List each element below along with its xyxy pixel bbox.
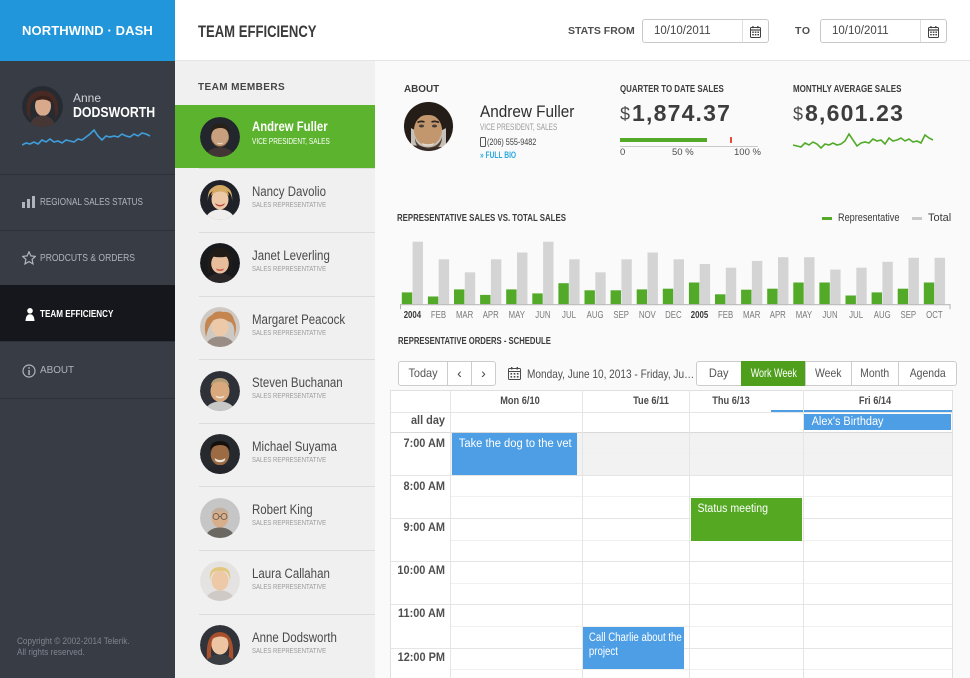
svg-text:SEP: SEP [613, 310, 629, 321]
svg-text:JUN: JUN [822, 310, 837, 321]
svg-text:AUG: AUG [587, 310, 604, 321]
svg-text:FEB: FEB [718, 310, 733, 321]
svg-text:APR: APR [770, 310, 786, 321]
svg-text:MAY: MAY [796, 310, 813, 321]
svg-text:OCT: OCT [926, 310, 943, 321]
svg-text:2004: 2004 [404, 309, 422, 321]
svg-text:APR: APR [483, 310, 499, 321]
svg-text:JUN: JUN [535, 310, 550, 321]
svg-text:DEC: DEC [665, 310, 682, 321]
svg-text:NOV: NOV [639, 310, 656, 321]
svg-text:MAR: MAR [743, 310, 760, 321]
svg-text:FEB: FEB [431, 310, 446, 321]
svg-text:JUL: JUL [849, 310, 863, 321]
svg-text:MAR: MAR [456, 310, 473, 321]
svg-text:2005: 2005 [691, 309, 709, 321]
svg-text:AUG: AUG [874, 310, 891, 321]
svg-text:SEP: SEP [901, 310, 917, 321]
svg-text:MAY: MAY [509, 310, 526, 321]
svg-text:JUL: JUL [562, 310, 576, 321]
